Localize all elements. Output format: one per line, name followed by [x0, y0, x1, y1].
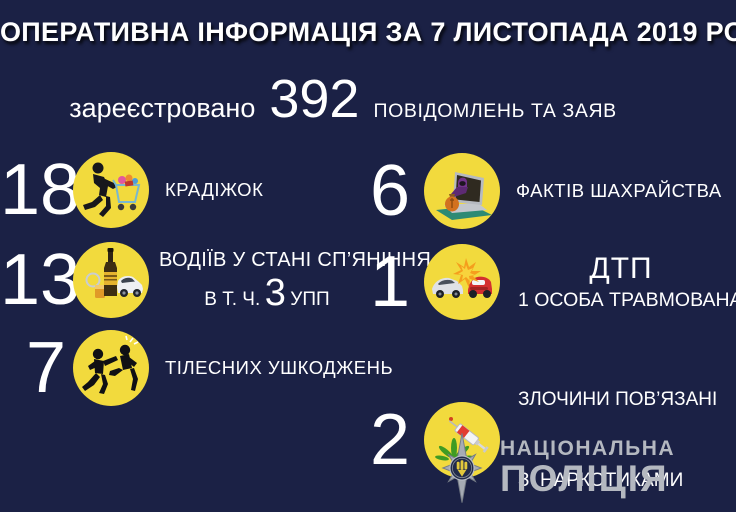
fraud-count: 6	[369, 151, 410, 231]
road-accidents-label: ДТП 1 ОСОБА ТРАВМОВАНА	[518, 252, 736, 312]
stat-row-fraud: 6 ФАКТІВ ШАХРАЙСТВА	[352, 153, 722, 229]
police-logo-line2: ПОЛІЦІЯ	[500, 458, 669, 500]
stat-row-road-accidents: 1 ДТП 1 ОСОБА ТРАВМОВАНА	[352, 242, 736, 322]
thefts-count: 18	[0, 150, 81, 230]
police-logo-wordmark: НАЦІОНАЛЬНА ПОЛІЦІЯ	[500, 437, 675, 499]
drunk-line2-count: 3	[264, 271, 286, 314]
police-star-badge-icon	[437, 430, 487, 506]
drunk-drivers-label: ВОДІЇВ У СТАНІ СП’ЯНІННЯ В Т. Ч. 3 УПП	[159, 248, 432, 312]
stat-row-drunk-drivers: 13 ВОДІЇВ У СТАНІ СП’ЯНІННЯ В Т.	[0, 240, 432, 320]
drunk-line2-suffix: УПП	[290, 288, 330, 310]
registered-prefix: зареєстровано	[69, 93, 256, 123]
road-accidents-count: 1	[369, 242, 410, 322]
stat-row-bodily-injuries: 7	[0, 330, 393, 406]
road-accidents-label-line2: 1 ОСОБА ТРАВМОВАНА	[518, 289, 736, 311]
stat-row-thefts: 18	[0, 152, 263, 228]
fraud-label: ФАКТІВ ШАХРАЙСТВА	[516, 180, 722, 201]
drug-crimes-label-line1: ЗЛОЧИНИ ПОВ’ЯЗАНІ	[518, 389, 718, 410]
thefts-label: КРАДІЖОК	[165, 179, 264, 200]
bottle-glass-car-icon	[73, 242, 149, 318]
drunk-drivers-count: 13	[0, 240, 81, 320]
registered-count: 392	[269, 69, 360, 129]
drug-crimes-label: ЗЛОЧИНИ ПОВ’ЯЗАНІ З НАРКОТИКАМИ	[518, 332, 717, 512]
running-thief-cart-icon	[73, 152, 149, 228]
drunk-drivers-label-line2: В Т. Ч. 3 УПП	[159, 274, 375, 312]
hacker-laptop-icon	[424, 153, 500, 229]
drug-crimes-label-line2: З НАРКОТИКАМИ	[518, 470, 684, 491]
bodily-injuries-label: ТІЛЕСНИХ УШКОДЖЕНЬ	[165, 357, 394, 378]
registered-suffix: ПОВІДОМЛЕНЬ ТА ЗАЯВ	[373, 100, 617, 122]
drug-crimes-count: 2	[369, 400, 410, 480]
road-accidents-label-line1: ДТП	[589, 252, 653, 285]
drunk-line2-prefix: В Т. Ч.	[204, 288, 261, 310]
bodily-injuries-count: 7	[25, 328, 66, 408]
national-police-logo: НАЦІОНАЛЬНА ПОЛІЦІЯ	[437, 430, 675, 506]
drunk-drivers-label-line1: ВОДІЇВ У СТАНІ СП’ЯНІННЯ	[159, 248, 432, 271]
two-people-fighting-icon	[73, 330, 149, 406]
two-cars-crash-icon	[424, 244, 500, 320]
page-title: ОПЕРАТИВНА ІНФОРМАЦІЯ ЗА 7 ЛИСТОПАДА 201…	[0, 17, 736, 47]
police-logo-line1: НАЦІОНАЛЬНА	[500, 437, 676, 461]
registered-line: зареєстровано 392 ПОВІДОМЛЕНЬ ТА ЗАЯВ	[0, 72, 711, 126]
